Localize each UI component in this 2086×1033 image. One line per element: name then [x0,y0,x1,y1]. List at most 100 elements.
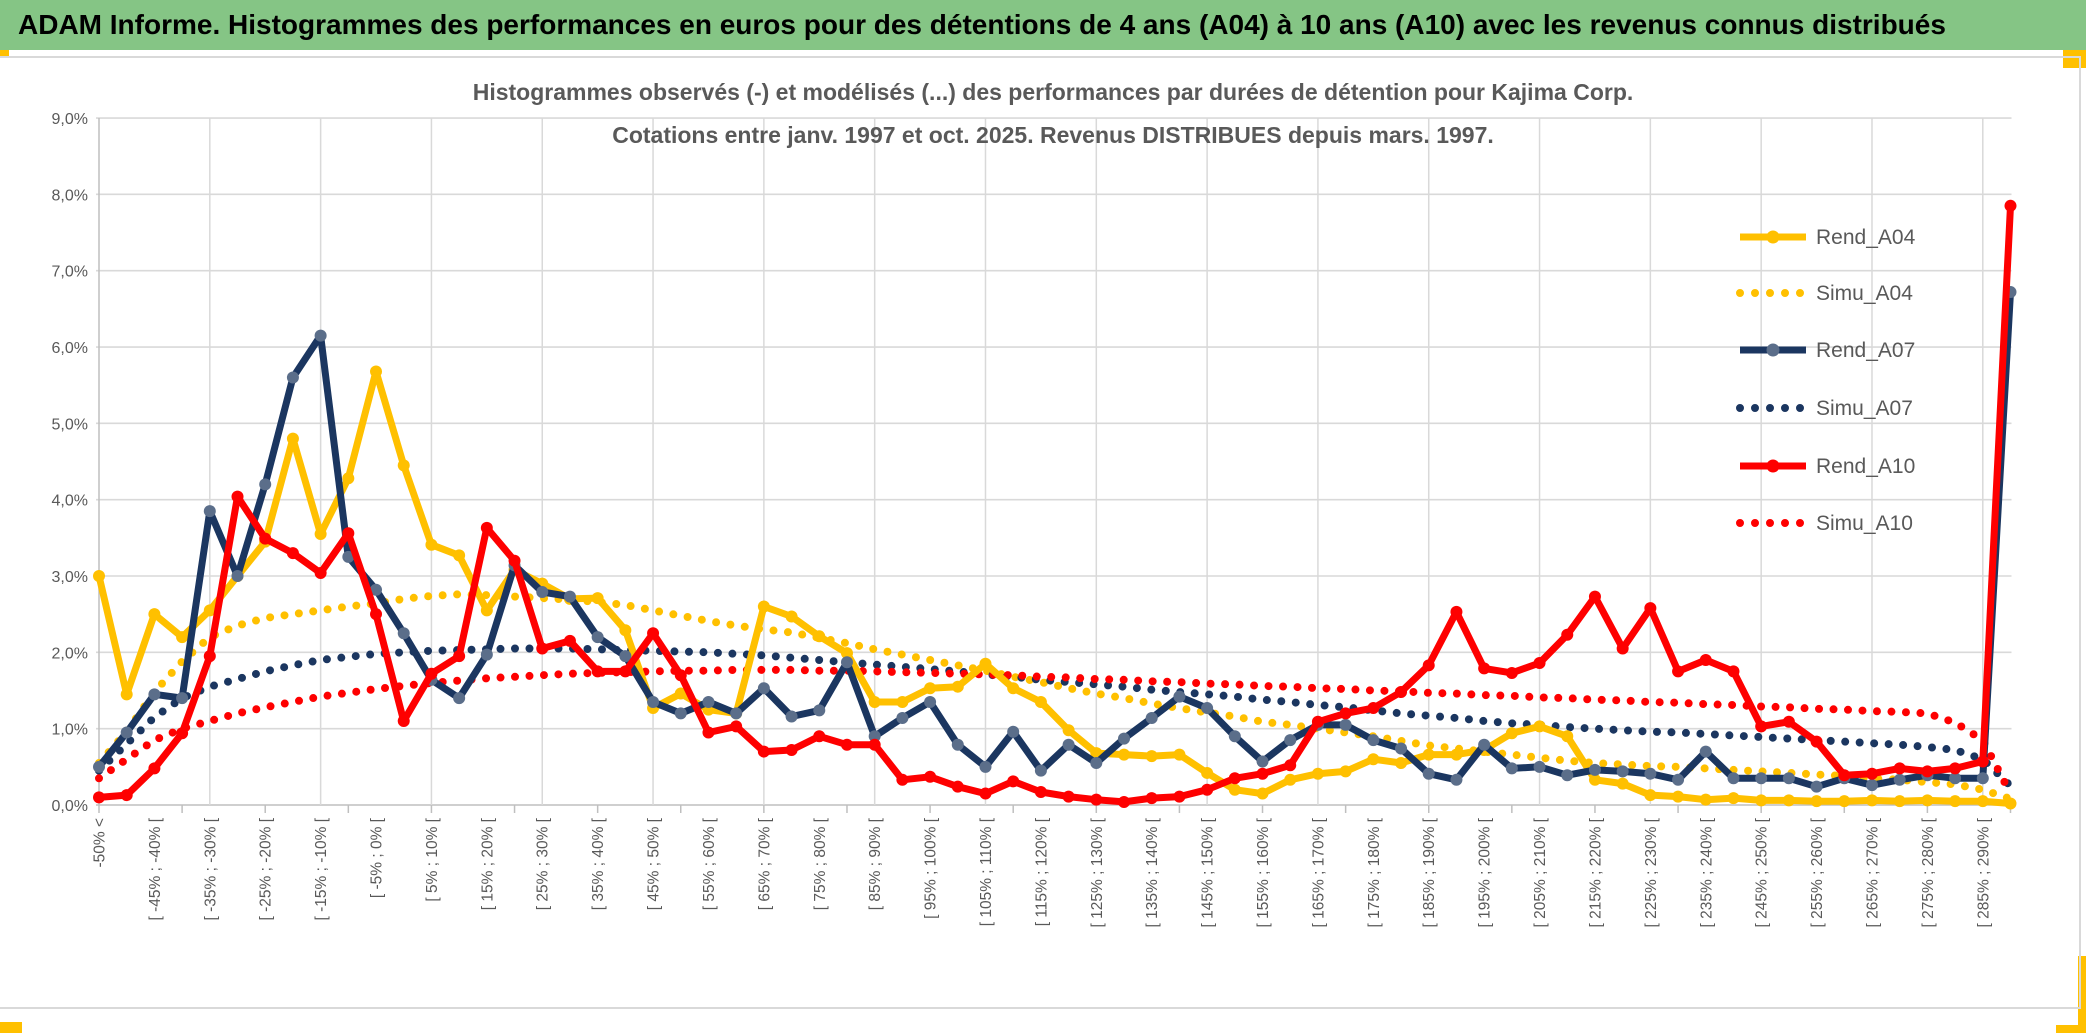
series-rend_a10-marker [259,532,272,545]
series-rend_a07-marker [1118,732,1131,745]
series-rend_a07-marker [203,505,216,518]
legend-item-rend_a10[interactable]: Rend_A10 [1740,455,1915,478]
x-axis-label: [ -15% ; -10% [ [313,817,330,920]
series-rend_a04-marker [1256,787,1269,800]
series-rend_a07-marker [1395,742,1408,755]
legend-label: Rend_A04 [1816,226,1916,249]
series-rend_a04-marker [1173,748,1186,761]
series-rend_a04-marker [1145,750,1158,763]
series-rend_a07-marker [1699,745,1712,758]
series-rend_a07-marker [1727,772,1740,785]
series-rend_a07-marker [757,682,770,695]
series-rend_a07-marker [1561,769,1574,782]
series-rend_a04-marker [425,538,438,551]
x-axis-label: [ 195% ; 200% [ [1477,817,1494,927]
series-rend_a07-marker [370,583,383,596]
series-rend_a04-marker [1921,794,1934,807]
series-rend_a04-marker [1727,792,1740,805]
x-axis-label: [ 65% ; 70% [ [756,817,773,910]
legend-item-simu_a10[interactable]: Simu_A10 [1736,512,1913,535]
series-rend_a10-marker [1616,642,1629,655]
legend-label: Rend_A10 [1816,455,1915,478]
x-axis-label: [ 235% ; 240% [ [1698,817,1715,927]
series-rend_a04-marker [1007,682,1020,695]
series-rend_a10-marker [1533,657,1546,670]
legend-label: Simu_A04 [1816,282,1913,305]
series-rend_a04-marker [1782,794,1795,807]
series-rend_a04-marker [591,592,604,605]
x-axis-label: [ 85% ; 90% [ [867,817,884,910]
legend-item-rend_a07[interactable]: Rend_A07 [1740,339,1915,362]
series-rend_a04-marker [203,604,216,617]
series-rend_a10-marker [757,745,770,758]
series-rend_a10-marker [1838,769,1851,782]
series-rend_a07-marker [148,688,161,701]
series-rend_a04-marker [1339,765,1352,778]
series-rend_a10-marker [286,547,299,560]
series-rend_a10-marker [674,669,687,682]
series-rend_a10-marker [342,527,355,540]
series-rend_a10-marker [1062,790,1075,803]
series-rend_a04-marker [1395,757,1408,770]
series-rend_a07-marker [342,550,355,563]
legend-marker-sample [1766,343,1780,357]
series-rend_a10-marker [730,720,743,733]
series-rend_a07-marker [674,707,687,720]
legend-item-rend_a04[interactable]: Rend_A04 [1740,226,1916,249]
x-axis-label: [ 255% ; 260% [ [1809,817,1826,927]
series-rend_a04-marker [1699,793,1712,806]
series-rend_a10-marker [1949,762,1962,775]
series-rend_a10-marker [1422,659,1435,672]
series-rend_a07-marker [1755,772,1768,785]
legend-item-simu_a04[interactable]: Simu_A04 [1736,282,1913,305]
series-rend_a10-marker [619,665,632,678]
series-rend_a07-marker [1367,734,1380,747]
series-rend_a10-marker [1976,755,1989,768]
series-rend_a07-marker [1450,773,1463,786]
series-rend_a07-marker [314,329,327,342]
series-rend_a07-marker [591,631,604,644]
series-rend_a10-marker [314,566,327,579]
gold-accent-right-edge [2078,956,2086,1033]
series-rend_a07-marker [951,738,964,751]
series-rend_a07-marker [1284,734,1297,747]
legend-label: Simu_A07 [1816,397,1913,420]
series-rend_a04-marker [1755,794,1768,807]
series-rend_a07-marker [1007,725,1020,738]
series-rend_a10-marker [480,521,493,534]
series-rend_a07-marker [120,726,133,739]
series-rend_a10-marker [1727,665,1740,678]
series-rend_a04-marker [148,608,161,621]
chart-frame-bottom [0,1007,2081,1009]
series-rend_a10-marker [1228,772,1241,785]
x-axis-label: [ 155% ; 160% [ [1255,817,1272,927]
series-rend_a04-marker [896,695,909,708]
x-axis-label: [ 275% ; 280% [ [1920,817,1937,927]
series-rend_a10-marker [1395,686,1408,699]
series-rend_a07-marker [647,695,660,708]
series-rend_a04-marker [868,695,881,708]
series-rend_a07-marker [785,710,798,723]
series-rend_a10-marker [203,650,216,663]
series-rend_a10-marker [1311,715,1324,728]
series-rend_a04-marker [1976,795,1989,808]
series-rend_a10-marker [1810,735,1823,748]
series-rend_a07-marker [702,695,715,708]
legend-marker-sample [1766,230,1780,244]
y-axis-label: 9,0% [52,111,88,128]
x-axis-label: [ 145% ; 150% [ [1200,817,1217,927]
series-rend_a04-marker [1561,730,1574,743]
legend-item-simu_a07[interactable]: Simu_A07 [1736,397,1913,420]
gold-accent-bottom-left [0,1022,22,1033]
series-rend_a10-marker [1450,605,1463,618]
series-rend_a10-marker [2004,199,2017,212]
series-rend_a04-marker [314,528,327,541]
series-rend_a07-marker [1422,767,1435,780]
series-rend_a07 [96,291,2014,791]
series-rend_a10-marker [840,738,853,751]
series-rend_a07-marker [1505,762,1518,775]
series-rend_a04-marker [1644,789,1657,802]
series-rend_a04-marker [979,657,992,670]
chart-frame-top [0,56,2080,58]
